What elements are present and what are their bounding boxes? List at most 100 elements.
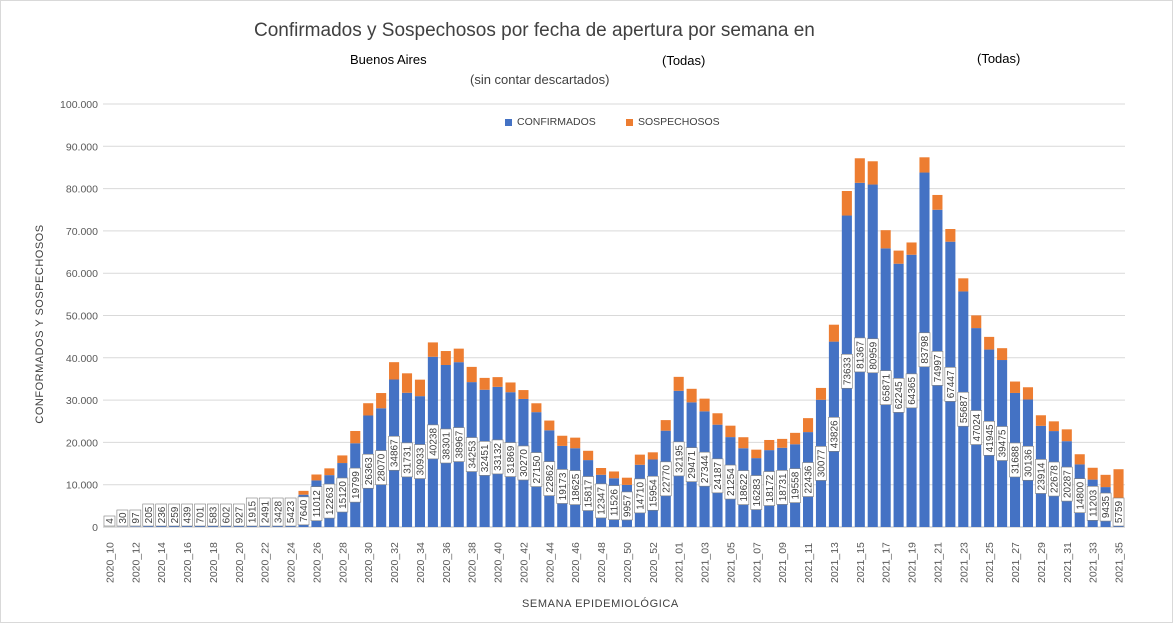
data-label-text: 41945 — [985, 424, 996, 452]
bar-sospechosos — [751, 449, 762, 459]
data-label-text: 81367 — [855, 341, 866, 369]
data-label-box — [905, 373, 918, 409]
data-label-box — [1009, 442, 1021, 478]
bar-sospechosos — [401, 373, 413, 393]
data-label-text: 32195 — [674, 445, 685, 473]
data-label: 38301 — [440, 428, 452, 464]
legend-item-sospechosos: SOSPECHOSOS — [626, 116, 720, 128]
bar-sospechosos — [557, 435, 568, 446]
data-label-text: 19799 — [351, 471, 362, 499]
data-label: 15817 — [582, 476, 595, 511]
data-label-box — [879, 370, 892, 405]
data-label-box — [659, 461, 672, 497]
data-label: 11203 — [1086, 486, 1099, 521]
data-label-box — [271, 497, 284, 527]
data-label: 439 — [181, 503, 194, 527]
x-tick-label: 2020_28 — [337, 542, 349, 583]
data-label-text: 34253 — [467, 440, 478, 468]
bar-sospechosos — [621, 477, 632, 485]
data-label-box — [155, 503, 168, 527]
data-label-text: 27344 — [700, 455, 711, 483]
data-label: 15954 — [647, 475, 659, 511]
x-tick-label: 2021_35 — [1114, 542, 1126, 583]
data-label-text: 236 — [157, 506, 168, 523]
data-label-text: 24187 — [713, 462, 724, 490]
bar-sospechosos — [686, 388, 697, 403]
bar-sospechosos — [479, 377, 490, 390]
x-tick-label: 2021_11 — [803, 543, 815, 583]
data-label-box — [737, 470, 750, 505]
x-tick-label: 2020_26 — [311, 542, 323, 583]
x-tick-label: 2020_36 — [441, 542, 453, 583]
data-label: 9957 — [621, 491, 634, 521]
legend-label-confirmados: CONFIRMADOS — [517, 116, 596, 128]
bar-sospechosos — [1009, 381, 1021, 393]
bar-sospechosos — [841, 190, 852, 216]
data-label-box — [711, 458, 724, 494]
data-label: 11526 — [608, 485, 621, 520]
data-label: 30136 — [1022, 445, 1035, 481]
data-label-box — [310, 486, 323, 522]
data-label: 205 — [142, 503, 155, 527]
y-tick-label: 80.000 — [66, 184, 98, 196]
data-label-text: 97 — [131, 512, 142, 524]
data-label: 22770 — [659, 461, 672, 497]
data-label-box — [918, 332, 931, 368]
data-label-box — [621, 491, 633, 521]
data-label-box — [452, 427, 465, 462]
bar-sospechosos — [971, 315, 982, 329]
bar-sospechosos — [673, 376, 684, 391]
data-label-text: 38301 — [441, 432, 452, 460]
data-label: 73633 — [841, 353, 853, 389]
x-tick-label: 2020_14 — [156, 542, 168, 583]
bar-sospechosos — [505, 382, 516, 393]
data-label-box — [853, 337, 866, 373]
data-label: 65871 — [879, 370, 892, 405]
data-label-text: 3428 — [273, 500, 284, 523]
y-tick-label: 40.000 — [66, 353, 98, 365]
data-label: 19558 — [789, 468, 802, 503]
data-label-box — [336, 477, 349, 513]
data-label: 5759 — [1112, 497, 1125, 527]
bar-sospechosos — [777, 438, 788, 448]
data-label-text: 18622 — [739, 473, 750, 501]
bar-sospechosos — [440, 351, 451, 365]
data-label-text: 64365 — [907, 377, 918, 405]
data-label-text: 33132 — [493, 443, 504, 471]
data-label: 32195 — [672, 441, 685, 477]
data-label-text: 15120 — [338, 481, 349, 509]
data-label-box — [207, 503, 219, 527]
bar-sospechosos — [984, 336, 995, 350]
data-label-text: 7640 — [299, 499, 310, 522]
data-label: 55687 — [957, 391, 970, 427]
chart-title: Confirmados y Sospechosos por fecha de a… — [254, 20, 815, 41]
data-label: 12347 — [595, 483, 608, 519]
bar-sospechosos — [1022, 387, 1034, 400]
data-label-box — [530, 452, 543, 487]
data-label-box — [556, 469, 569, 504]
data-label-text: 55687 — [959, 395, 970, 423]
data-label-text: 4 — [105, 518, 116, 524]
data-label-box — [478, 441, 491, 476]
bar-sospechosos — [350, 430, 361, 444]
data-label-text: 5759 — [1114, 500, 1125, 523]
data-label-box — [1099, 492, 1112, 522]
data-label: 27150 — [530, 452, 543, 487]
data-label-text: 27150 — [532, 455, 543, 483]
data-label-box — [634, 478, 646, 514]
data-label: 18625 — [569, 470, 582, 505]
data-label-box — [828, 417, 840, 452]
y-tick-label: 60.000 — [66, 268, 98, 280]
data-label-box — [323, 483, 336, 519]
x-tick-label: 2020_32 — [389, 542, 401, 583]
data-label: 39475 — [996, 426, 1009, 461]
data-label: 47024 — [970, 410, 983, 445]
data-label: 41945 — [983, 420, 996, 456]
x-tick-label: 2021_05 — [725, 542, 737, 583]
data-label: 15120 — [336, 477, 349, 513]
bar-sospechosos — [531, 403, 542, 413]
data-label: 14710 — [634, 478, 646, 514]
data-label-text: 20287 — [1062, 470, 1073, 498]
bar-sospechosos — [1087, 467, 1098, 480]
data-label-box — [362, 453, 375, 489]
